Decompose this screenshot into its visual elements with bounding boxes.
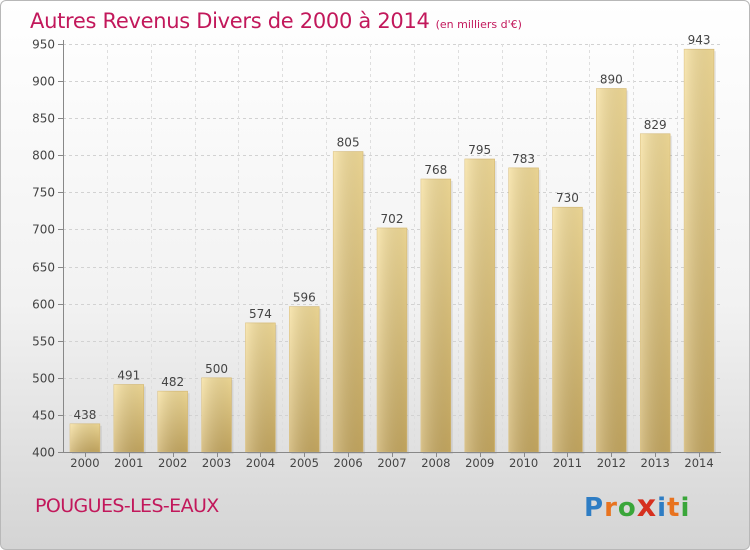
proxiti-logo[interactable]: Proxiti: [584, 489, 690, 524]
bar-value-label: 438: [73, 408, 96, 422]
logo-letter: i: [657, 493, 668, 523]
logo-letter: P: [584, 493, 605, 523]
x-tick-label: 2010: [509, 456, 538, 470]
bar-value-label: 795: [468, 143, 491, 157]
x-tick-label: 2008: [421, 456, 450, 470]
bar-highlight: [157, 391, 188, 452]
bar-value-label: 890: [600, 73, 623, 87]
bar-value-label: 702: [381, 212, 404, 226]
y-tick-label: 750: [32, 186, 55, 200]
logo-letter: i: [680, 493, 691, 523]
bar-highlight: [113, 384, 144, 452]
bar-highlight: [508, 167, 539, 452]
y-tick-label: 550: [32, 335, 55, 349]
x-tick-label: 2004: [246, 456, 275, 470]
y-tick-label: 500: [32, 372, 55, 386]
bar-highlight: [245, 322, 276, 452]
bar-highlight: [596, 88, 627, 452]
logo-letter: x: [636, 489, 658, 524]
bar-highlight: [684, 49, 714, 453]
y-tick-label: 700: [32, 223, 55, 237]
bar-value-label: 768: [424, 163, 447, 177]
y-tick-label: 400: [32, 446, 55, 460]
logo-letter: o: [617, 493, 637, 523]
bar-value-label: 491: [117, 368, 140, 382]
bar-value-label: 730: [556, 191, 579, 205]
y-tick-label: 800: [32, 149, 55, 163]
y-tick-label: 650: [32, 261, 55, 275]
axes: 400 450 500 550 600 650 700 750 800 850 900 950 2000…: [32, 38, 721, 470]
title-row: Autres Revenus Divers de 2000 à 2014 (en …: [30, 9, 522, 33]
commune-name: POUGUES-LES-EAUX: [35, 495, 219, 517]
bar-highlight: [377, 227, 407, 452]
y-tick-label: 600: [32, 298, 55, 312]
bar-value-label: 500: [205, 362, 228, 376]
x-tick-label: 2014: [684, 456, 713, 470]
logo-letter: r: [604, 493, 618, 523]
x-tick-label: 2001: [114, 456, 143, 470]
bar-highlight: [289, 306, 320, 452]
x-tick-label: 2000: [70, 456, 99, 470]
bar-value-label: 829: [644, 118, 667, 132]
bar-value-label: 783: [512, 152, 535, 166]
bars: 438 491 482 500 574 596 805 702 768 795 783 730 890 8…: [69, 33, 716, 455]
bar-highlight: [464, 158, 495, 452]
x-tick-label: 2009: [465, 456, 494, 470]
bar-value-label: 943: [688, 33, 711, 47]
bar-highlight: [333, 151, 364, 452]
x-tick-label: 2007: [377, 456, 406, 470]
bar-value-label: 805: [337, 136, 360, 150]
x-tick-label: 2013: [641, 456, 670, 470]
x-tick-label: 2006: [333, 456, 362, 470]
bar-highlight: [70, 423, 100, 452]
bar-highlight: [552, 207, 583, 452]
bar-value-label: 574: [249, 307, 272, 321]
logo-letter: t: [667, 493, 681, 523]
bar-value-label: 482: [161, 375, 184, 389]
x-tick-label: 2003: [202, 456, 231, 470]
bar-highlight: [640, 133, 671, 452]
y-tick-label: 950: [32, 38, 55, 52]
chart-subtitle: (en milliers d'€): [435, 18, 522, 31]
y-tick-label: 850: [32, 112, 55, 126]
y-tick-label: 900: [32, 75, 55, 89]
bar-highlight: [420, 179, 451, 452]
y-tick-label: 450: [32, 409, 55, 423]
chart-title: Autres Revenus Divers de 2000 à 2014: [30, 9, 430, 33]
x-tick-label: 2002: [158, 456, 187, 470]
x-tick-label: 2005: [290, 456, 319, 470]
x-tick-label: 2011: [553, 456, 582, 470]
bar-value-label: 596: [293, 291, 316, 305]
bar-highlight: [201, 377, 232, 452]
x-tick-label: 2012: [597, 456, 626, 470]
